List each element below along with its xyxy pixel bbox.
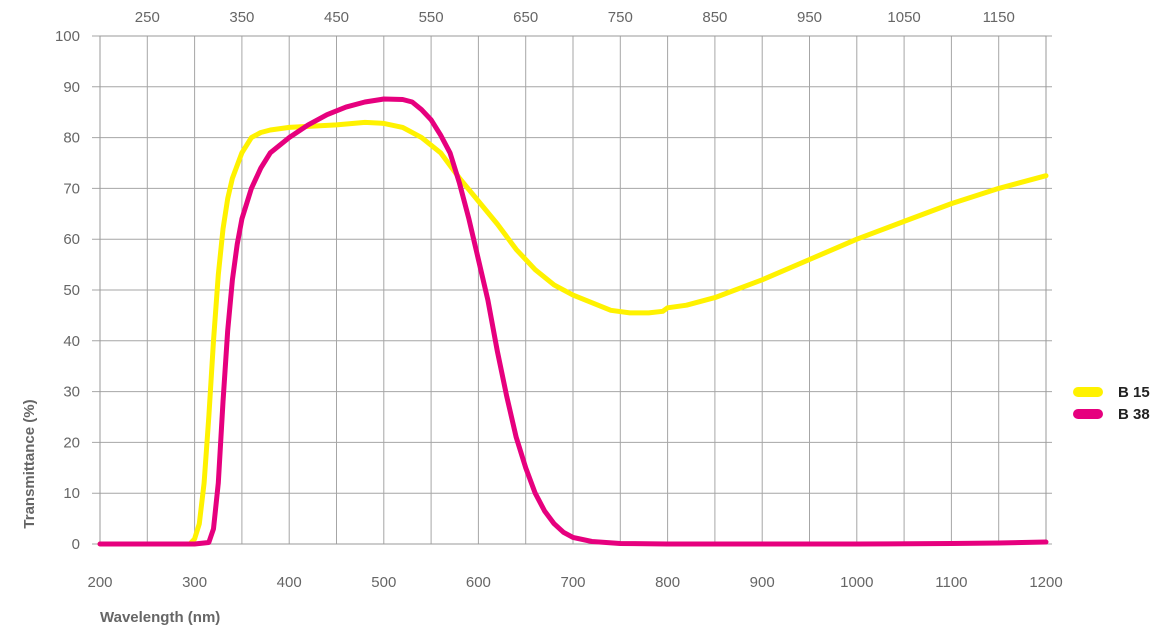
series-line-b-15 <box>97 119 1049 547</box>
x-tick-label-bottom: 200 <box>87 574 112 591</box>
x-tick-label-top: 850 <box>702 9 727 26</box>
series-line-b-38 <box>97 96 1049 547</box>
x-tick-label-bottom: 1200 <box>1029 574 1062 591</box>
x-tick-label-bottom: 1000 <box>840 574 873 591</box>
x-tick-label-bottom: 400 <box>277 574 302 591</box>
x-tick-label-bottom: 500 <box>371 574 396 591</box>
legend-label: B 38 <box>1118 406 1150 423</box>
x-tick-label-bottom: 300 <box>182 574 207 591</box>
x-tick-label-bottom: 1100 <box>935 574 967 591</box>
x-tick-label-bottom: 600 <box>466 574 491 591</box>
legend-label: B 15 <box>1118 384 1150 401</box>
y-tick-label: 70 <box>63 180 80 197</box>
x-tick-label-top: 1050 <box>887 9 920 26</box>
y-tick-label: 50 <box>63 282 80 299</box>
x-tick-label-bottom: 900 <box>750 574 775 591</box>
x-tick-label-top: 550 <box>419 9 444 26</box>
series-lines <box>97 96 1049 547</box>
x-tick-label-top: 450 <box>324 9 349 26</box>
y-tick-label: 0 <box>72 536 80 553</box>
x-axis-title: Wavelength (nm) <box>100 609 220 626</box>
x-tick-label-top: 350 <box>229 9 254 26</box>
legend: B 15 B 38 <box>1073 384 1150 423</box>
y-axis-title: Transmittance (%) <box>21 399 38 528</box>
y-tick-label: 20 <box>63 434 80 451</box>
x-tick-label-top: 650 <box>513 9 538 26</box>
y-tick-label: 10 <box>63 485 80 502</box>
x-tick-label-bottom: 800 <box>655 574 680 591</box>
x-tick-label-top: 750 <box>608 9 633 26</box>
y-tick-label: 30 <box>63 384 80 401</box>
plot-frame <box>99 35 1047 545</box>
y-tick-label: 90 <box>63 79 80 96</box>
grid <box>92 35 1052 545</box>
x-tick-label-top: 250 <box>135 9 160 26</box>
x-tick-label-top: 950 <box>797 9 822 26</box>
x-tick-label-bottom: 700 <box>560 574 585 591</box>
y-tick-label: 60 <box>63 231 80 248</box>
y-tick-label: 40 <box>63 333 80 350</box>
y-tick-label: 80 <box>63 130 80 147</box>
x-tick-label-top: 1150 <box>983 9 1015 26</box>
y-tick-label: 100 <box>55 28 80 45</box>
